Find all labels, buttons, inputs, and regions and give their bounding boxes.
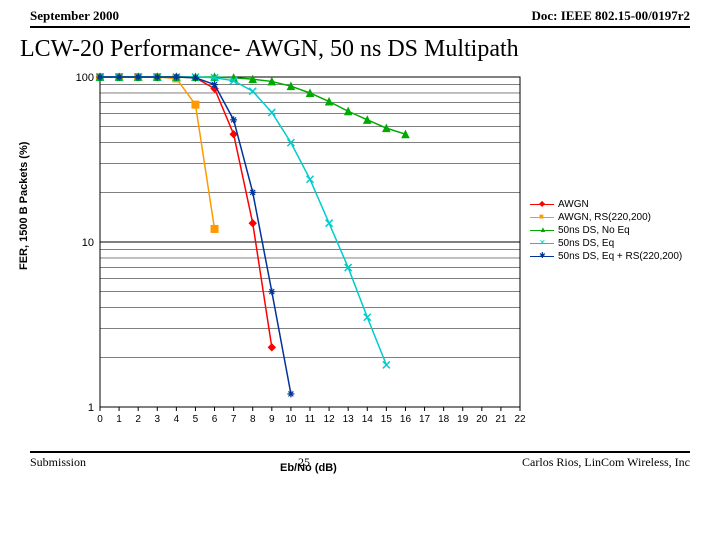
- page-header: September 2000 Doc: IEEE 802.15-00/0197r…: [0, 0, 720, 26]
- legend-item: ✕50ns DS, Eq: [530, 238, 682, 249]
- chart-ylabel: FER, 1500 B Packets (%): [18, 142, 30, 270]
- svg-text:5: 5: [193, 414, 199, 425]
- svg-text:14: 14: [362, 414, 374, 425]
- footer-right: Carlos Rios, LinCom Wireless, Inc: [522, 455, 690, 470]
- header-date: September 2000: [30, 8, 119, 24]
- legend-item: ◆AWGN: [530, 199, 682, 210]
- legend-item: ■AWGN, RS(220,200): [530, 212, 682, 223]
- svg-text:11: 11: [305, 414, 316, 425]
- page-footer: Submission 25 Carlos Rios, LinCom Wirele…: [0, 453, 720, 472]
- svg-text:1: 1: [116, 414, 122, 425]
- svg-text:12: 12: [324, 414, 336, 425]
- footer-left: Submission: [30, 455, 86, 470]
- svg-text:0: 0: [97, 414, 103, 425]
- svg-text:22: 22: [514, 414, 526, 425]
- chart-legend: ◆AWGN ■AWGN, RS(220,200) ▲50ns DS, No Eq ✕5…: [530, 197, 682, 264]
- legend-item: ✱50ns DS, Eq + RS(220,200): [530, 251, 682, 262]
- svg-text:20: 20: [476, 414, 488, 425]
- chart-xlabel: Eb/No (dB): [280, 462, 337, 474]
- page-title: LCW-20 Performance- AWGN, 50 ns DS Multi…: [0, 28, 720, 67]
- svg-text:100: 100: [76, 72, 94, 84]
- svg-text:4: 4: [174, 414, 180, 425]
- chart-container: 1101000123456789101112131415161718192021…: [60, 67, 690, 447]
- svg-text:1: 1: [88, 402, 94, 414]
- svg-text:9: 9: [269, 414, 275, 425]
- svg-text:6: 6: [212, 414, 218, 425]
- svg-text:17: 17: [419, 414, 431, 425]
- svg-text:10: 10: [285, 414, 297, 425]
- legend-label: 50ns DS, No Eq: [558, 225, 630, 236]
- legend-label: AWGN, RS(220,200): [558, 212, 651, 223]
- svg-text:2: 2: [135, 414, 141, 425]
- header-doc: Doc: IEEE 802.15-00/0197r2: [531, 8, 690, 24]
- svg-text:21: 21: [495, 414, 507, 425]
- svg-text:13: 13: [343, 414, 355, 425]
- legend-label: 50ns DS, Eq + RS(220,200): [558, 251, 682, 262]
- svg-text:10: 10: [82, 237, 94, 249]
- svg-text:16: 16: [400, 414, 412, 425]
- svg-text:19: 19: [457, 414, 469, 425]
- svg-text:3: 3: [154, 414, 160, 425]
- svg-text:18: 18: [438, 414, 450, 425]
- svg-text:15: 15: [381, 414, 393, 425]
- svg-text:7: 7: [231, 414, 237, 425]
- legend-item: ▲50ns DS, No Eq: [530, 225, 682, 236]
- legend-label: AWGN: [558, 199, 589, 210]
- svg-text:8: 8: [250, 414, 256, 425]
- legend-label: 50ns DS, Eq: [558, 238, 614, 249]
